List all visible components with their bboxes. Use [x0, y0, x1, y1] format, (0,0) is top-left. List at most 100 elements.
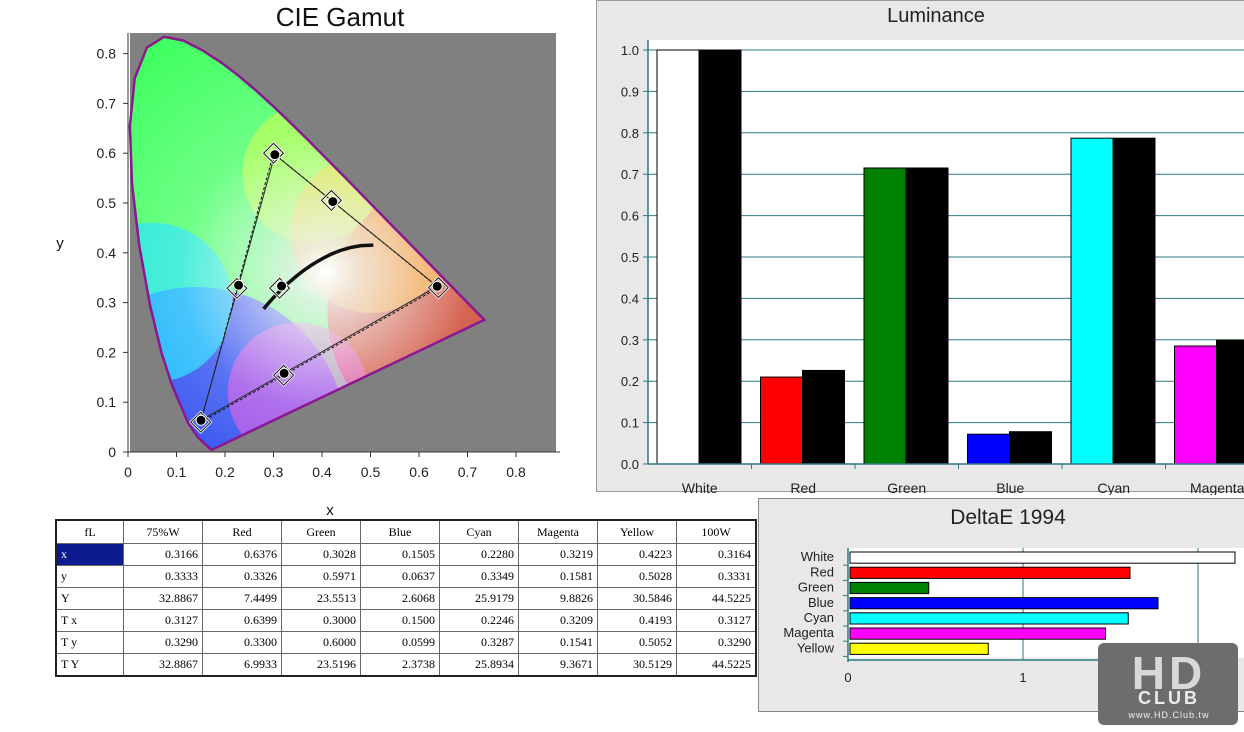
table-cell: 0.3127 — [123, 609, 203, 632]
luminance-category-label: Cyan — [1097, 480, 1130, 495]
table-cell: 7.4499 — [202, 587, 282, 610]
table-column-header: Red — [202, 519, 282, 544]
measured-point — [431, 280, 443, 292]
measured-point — [195, 414, 207, 426]
table-row-label: T x — [55, 609, 124, 632]
table-column-header: Magenta — [518, 519, 598, 544]
luminance-bar — [698, 49, 742, 465]
table-cell: 0.1500 — [360, 609, 440, 632]
luminance-y-tick-label: 0.8 — [621, 126, 639, 141]
luminance-category-label: Green — [887, 480, 926, 495]
table-cell: 0.3028 — [281, 543, 361, 566]
luminance-y-tick-label: 0.9 — [621, 84, 639, 99]
deltae-bar — [849, 612, 1129, 625]
deltae-category-label: White — [801, 549, 834, 564]
logo-url-text: www.HD.Club.tw — [1128, 710, 1210, 720]
luminance-y-tick-label: 0.2 — [621, 374, 639, 389]
luminance-category-label: Magenta — [1190, 480, 1244, 495]
table-cell: 25.8934 — [439, 653, 519, 677]
table-column-header: 75%W — [123, 519, 203, 544]
table-cell: 0.3290 — [123, 631, 203, 654]
luminance-bar — [967, 433, 1010, 465]
luminance-bar — [802, 369, 845, 465]
table-cell: 0.3331 — [676, 565, 757, 588]
hdclub-logo — [1098, 643, 1238, 725]
cie-y-tick-label: 0.1 — [97, 394, 117, 410]
deltae-bar — [849, 642, 989, 655]
table-cell: 0.0599 — [360, 631, 440, 654]
luminance-category-label: Red — [790, 480, 816, 495]
table-column-header: Yellow — [597, 519, 677, 544]
luminance-y-tick-label: 0.7 — [621, 167, 639, 182]
measurement-table: fL 75%W Red Green Blue Cyan Magenta Yellow 100W x… — [55, 519, 757, 677]
table-row: Y 32.8867 7.4499 23.5513 2.6068 25.9179 9.8826… — [55, 587, 757, 610]
cie-x-axis-label: x — [326, 502, 334, 519]
luminance-y-tick-label: 0.6 — [621, 209, 639, 224]
deltae-category-label: Red — [810, 564, 834, 579]
luminance-bar — [1070, 137, 1114, 465]
table-cell: 0.0637 — [360, 565, 440, 588]
luminance-bar — [760, 376, 803, 465]
cie-gamut-chart: 0 0.1 0.2 0.3 0.4 0.5 0.6 0.7 0.8 0 0.1 0.2 0.3 0.4 0.… — [56, 33, 560, 519]
table-corner-cell: fL — [55, 519, 124, 544]
table-row: T y 0.3290 0.3300 0.6000 0.0599 0.3287 0.1541 0… — [55, 631, 757, 654]
table-cell: 0.4223 — [597, 543, 677, 566]
table-cell: 0.5971 — [281, 565, 361, 588]
table-cell: 0.3300 — [202, 631, 282, 654]
table-cell: 0.3219 — [518, 543, 598, 566]
table-cell: 9.3671 — [518, 653, 598, 677]
table-cell: 0.6000 — [281, 631, 361, 654]
table-cell: 30.5129 — [597, 653, 677, 677]
measured-point — [278, 367, 290, 379]
table-row: T Y 32.8867 6.9933 23.5196 2.3738 25.8934 9.36… — [55, 653, 757, 677]
cie-x-tick-label: 0.2 — [215, 464, 235, 480]
luminance-y-tick-label: 0.0 — [621, 457, 639, 472]
cie-x-tick-label: 0 — [124, 464, 132, 480]
deltae-bar — [849, 627, 1106, 640]
cie-y-tick-label: 0.5 — [97, 195, 117, 211]
deltae-category-label: Magenta — [783, 625, 834, 640]
deltae-category-label: Blue — [808, 595, 834, 610]
table-cell: 0.6399 — [202, 609, 282, 632]
luminance-category-label: Blue — [996, 480, 1024, 495]
table-cell: 23.5513 — [281, 587, 361, 610]
table-row-label: T y — [55, 631, 124, 654]
logo-club-text: CLUB — [1138, 688, 1200, 708]
table-cell: 0.2246 — [439, 609, 519, 632]
luminance-bar — [1009, 431, 1052, 465]
luminance-y-tick-label: 0.4 — [621, 291, 639, 306]
cie-y-tick-label: 0.7 — [97, 95, 117, 111]
table-cell: 0.3000 — [281, 609, 361, 632]
luminance-y-tick-label: 1.0 — [621, 43, 639, 58]
table-cell: 2.3738 — [360, 653, 440, 677]
table-cell: 0.5028 — [597, 565, 677, 588]
measured-point — [327, 196, 339, 208]
table-row: y 0.3333 0.3326 0.5971 0.0637 0.3349 0.1581 0.5… — [55, 565, 757, 588]
table-cell: 0.3290 — [676, 631, 757, 654]
table-cell: 9.8826 — [518, 587, 598, 610]
target-point-outline — [190, 411, 212, 433]
cie-y-tick-label: 0.2 — [97, 344, 117, 360]
deltae-bar — [849, 551, 1236, 564]
deltae-category-label: Yellow — [797, 640, 835, 655]
cie-x-tick-label: 0.1 — [167, 464, 187, 480]
table-cell: 30.5846 — [597, 587, 677, 610]
cie-y-tick-label: 0.8 — [97, 46, 117, 62]
table-column-header: Blue — [360, 519, 440, 544]
table-cell: 0.3326 — [202, 565, 282, 588]
cie-y-axis-label: y — [56, 235, 64, 252]
table-cell: 0.3127 — [676, 609, 757, 632]
measured-point — [233, 279, 245, 291]
table-cell: 44.5225 — [676, 653, 757, 677]
luminance-title: Luminance — [887, 5, 985, 27]
table-cell: 32.8867 — [123, 587, 203, 610]
table-row-label[interactable]: x — [55, 543, 124, 566]
table-column-header: Green — [281, 519, 361, 544]
table-cell: 0.1505 — [360, 543, 440, 566]
table-cell: 0.5052 — [597, 631, 677, 654]
table-cell: 6.9933 — [202, 653, 282, 677]
deltae-title: DeltaE 1994 — [950, 506, 1066, 529]
table-cell: 2.6068 — [360, 587, 440, 610]
table-cell: 0.3349 — [439, 565, 519, 588]
spectral-locus — [128, 35, 487, 451]
